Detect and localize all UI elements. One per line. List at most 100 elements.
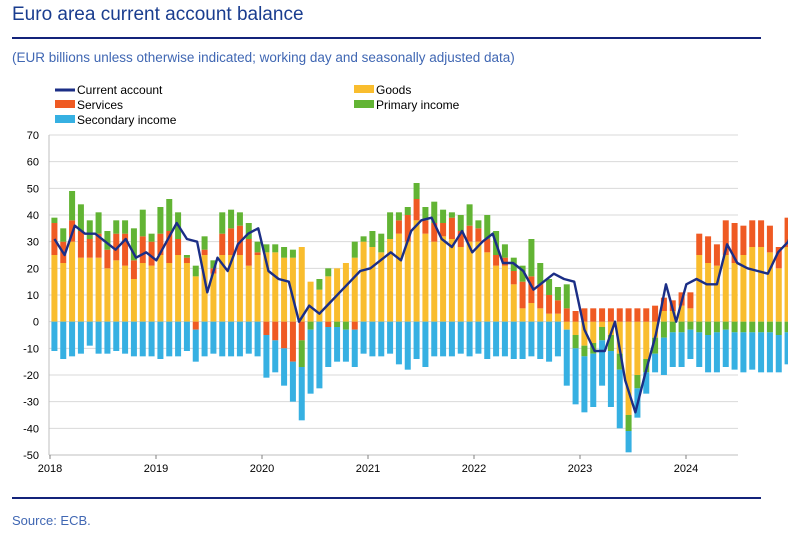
bar-secondary-income	[643, 372, 650, 394]
bar-goods	[766, 252, 773, 322]
x-tick-label: 2020	[250, 463, 274, 475]
bar-secondary-income	[696, 332, 703, 367]
bar-secondary-income	[325, 327, 332, 367]
bar-goods	[51, 255, 58, 322]
bar-primary-income	[307, 321, 314, 330]
bar-services	[298, 321, 305, 341]
bar-primary-income	[281, 247, 288, 258]
bar-services	[263, 321, 270, 335]
bar-services	[484, 239, 491, 253]
bar-primary-income	[245, 223, 252, 239]
bar-goods	[758, 247, 765, 322]
bar-primary-income	[122, 220, 129, 234]
bar-secondary-income	[334, 327, 341, 362]
bar-goods	[713, 265, 720, 322]
bar-services	[713, 244, 720, 266]
x-axis-ticks: 2018 2019 2020 2021 2022 2023 2024	[38, 455, 698, 475]
bar-primary-income	[51, 217, 58, 223]
bar-secondary-income	[51, 321, 58, 351]
bar-goods	[86, 257, 93, 322]
bar-goods	[660, 311, 667, 322]
bar-services	[705, 236, 712, 263]
bar-secondary-income	[228, 321, 235, 357]
bar-services	[660, 297, 667, 311]
y-tick-label: -20	[23, 370, 39, 382]
bar-primary-income	[157, 207, 164, 234]
bar-goods	[731, 263, 738, 322]
bar-secondary-income	[387, 321, 394, 354]
bar-goods	[289, 257, 296, 322]
bar-primary-income	[519, 265, 526, 282]
bar-goods	[475, 241, 482, 322]
bar-services	[510, 271, 517, 285]
y-tick-label: 60	[27, 157, 39, 169]
bar-primary-income	[404, 207, 411, 215]
bar-goods	[316, 289, 323, 322]
bar-secondary-income	[60, 321, 67, 359]
y-tick-label: 50	[27, 183, 39, 195]
bar-primary-income	[731, 321, 738, 333]
bar-services	[422, 220, 429, 234]
bar-services	[563, 308, 570, 322]
bar-secondary-income	[113, 321, 120, 351]
bar-secondary-income	[607, 351, 614, 407]
bar-goods	[298, 247, 305, 322]
bar-primary-income	[192, 265, 199, 277]
bar-secondary-income	[307, 329, 314, 394]
source-note: Source: ECB.	[12, 513, 91, 528]
bar-primary-income	[387, 212, 394, 239]
bar-services	[175, 239, 182, 255]
bar-primary-income	[422, 207, 429, 221]
bar-secondary-income	[201, 321, 208, 357]
chart-title: Euro area current account balance	[12, 4, 304, 25]
bar-services	[192, 321, 199, 330]
bar-goods	[440, 236, 447, 322]
y-tick-label: -50	[23, 450, 39, 462]
bar-services	[431, 223, 438, 242]
bar-primary-income	[254, 241, 261, 253]
bar-services	[466, 225, 473, 242]
bar-goods	[183, 263, 190, 322]
bar-services	[599, 308, 606, 322]
bar-goods	[493, 265, 500, 322]
bar-primary-income	[784, 321, 788, 333]
bar-services	[652, 305, 659, 322]
x-tick-label: 2023	[568, 463, 592, 475]
bar-services	[139, 236, 146, 263]
bar-primary-income	[351, 241, 358, 258]
bar-goods	[192, 276, 199, 322]
bar-services	[634, 308, 641, 322]
bar-primary-income	[325, 268, 332, 277]
bar-primary-income	[766, 321, 773, 333]
bar-secondary-income	[616, 369, 623, 429]
bar-primary-income	[758, 321, 765, 333]
bar-secondary-income	[130, 321, 137, 357]
bar-services	[731, 223, 738, 263]
bar-services	[113, 233, 120, 261]
bar-goods	[484, 252, 491, 322]
bar-primary-income	[183, 255, 190, 258]
legend-label-secondary-income: Secondary income	[77, 113, 177, 127]
bar-services	[722, 220, 729, 255]
bar-primary-income	[201, 236, 208, 250]
bar-secondary-income	[457, 321, 464, 354]
bar-secondary-income	[342, 329, 349, 362]
bar-secondary-income	[360, 321, 367, 354]
bar-primary-income	[378, 233, 385, 253]
bar-services	[166, 231, 173, 263]
bar-goods	[148, 265, 155, 322]
bar-secondary-income	[537, 321, 544, 359]
bar-services	[625, 308, 632, 322]
bar-services	[325, 321, 332, 327]
bar-services	[157, 233, 164, 255]
bar-primary-income	[475, 220, 482, 229]
bar-primary-income	[554, 287, 561, 301]
bar-goods	[431, 241, 438, 322]
bar-goods	[254, 255, 261, 322]
bar-secondary-income	[263, 335, 270, 378]
bar-secondary-income	[625, 431, 632, 453]
bar-goods	[325, 276, 332, 322]
bar-secondary-income	[599, 340, 606, 386]
bar-goods	[510, 284, 517, 322]
bar-goods	[69, 241, 76, 322]
